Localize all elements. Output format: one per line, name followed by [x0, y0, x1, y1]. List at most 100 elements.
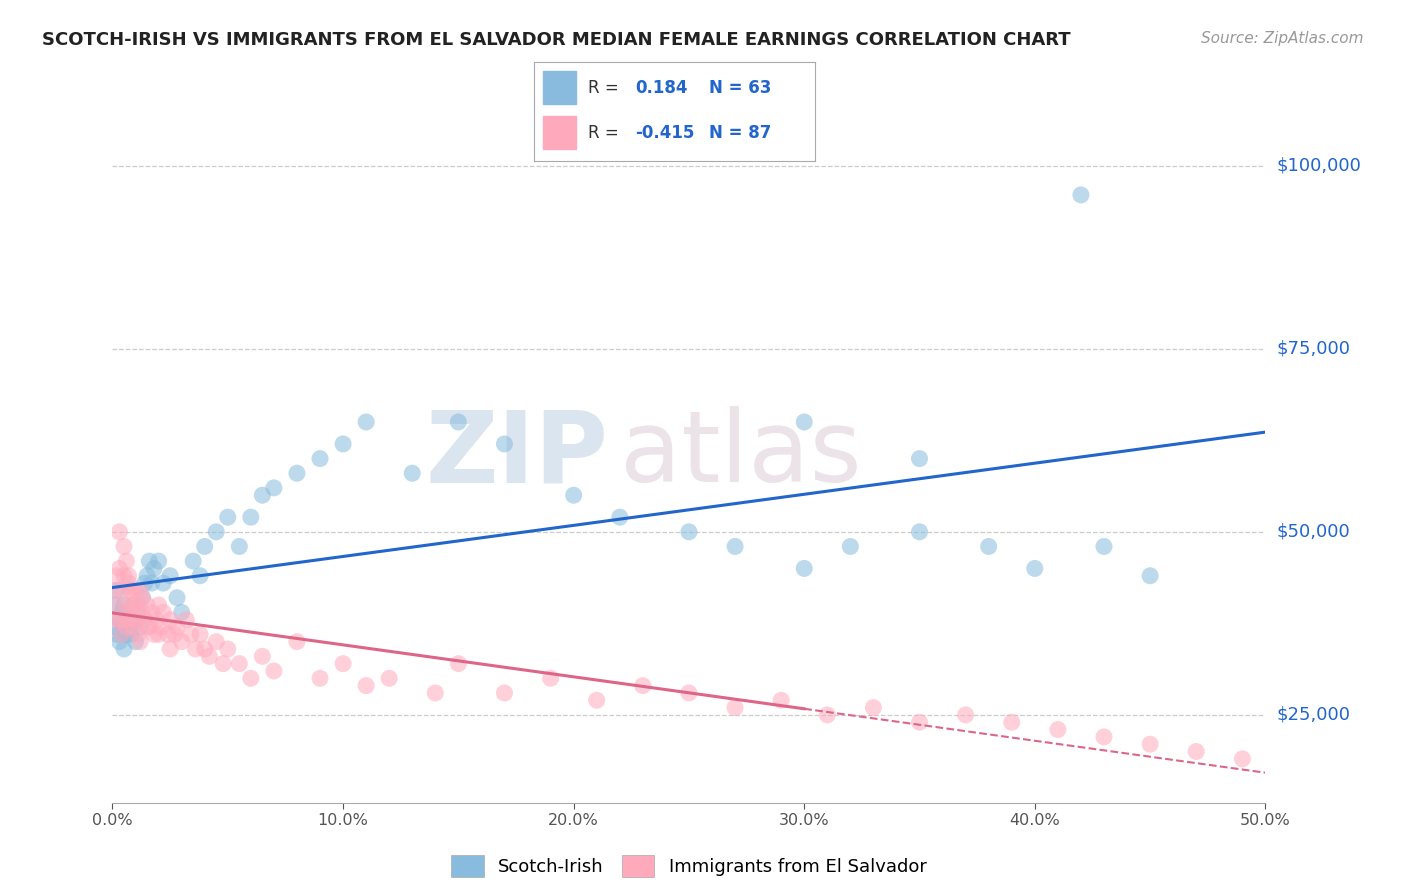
Point: [124, 634, 146, 648]
Point: [494, 686, 516, 700]
Point: [263, 481, 285, 495]
Point: [104, 583, 127, 598]
Point: [105, 583, 128, 598]
Point: [149, 620, 172, 634]
Point: [166, 591, 188, 605]
Point: [585, 693, 607, 707]
Point: [285, 467, 308, 481]
Point: [631, 679, 654, 693]
Point: [131, 606, 153, 620]
Point: [134, 576, 156, 591]
Point: [112, 620, 135, 634]
Point: [112, 613, 135, 627]
Point: [105, 627, 128, 641]
Point: [138, 554, 160, 568]
Point: [332, 437, 354, 451]
Point: [115, 554, 138, 568]
Point: [156, 627, 179, 641]
Text: N = 63: N = 63: [709, 79, 770, 97]
Point: [1092, 540, 1115, 554]
Point: [793, 561, 815, 575]
Point: [1070, 188, 1092, 202]
Point: [104, 598, 127, 612]
Text: $25,000: $25,000: [1277, 706, 1351, 724]
Point: [136, 620, 159, 634]
Point: [354, 415, 377, 429]
Point: [159, 613, 181, 627]
Point: [152, 606, 174, 620]
Point: [180, 627, 202, 641]
Point: [145, 613, 167, 627]
Point: [122, 620, 145, 634]
Point: [117, 576, 139, 591]
Point: [354, 679, 377, 693]
Point: [148, 598, 170, 612]
Point: [908, 451, 931, 466]
Point: [263, 664, 285, 678]
Point: [1092, 730, 1115, 744]
Point: [228, 657, 250, 671]
Point: [131, 591, 153, 605]
Point: [1232, 752, 1254, 766]
Point: [136, 598, 159, 612]
Point: [112, 540, 135, 554]
Point: [138, 620, 160, 634]
Point: [194, 642, 217, 657]
Point: [309, 451, 332, 466]
Point: [198, 649, 221, 664]
Bar: [543, 71, 576, 103]
Point: [724, 700, 747, 714]
Point: [141, 576, 163, 591]
Point: [217, 510, 239, 524]
Point: [163, 627, 186, 641]
Text: Source: ZipAtlas.com: Source: ZipAtlas.com: [1201, 31, 1364, 46]
Point: [228, 540, 250, 554]
Text: N = 87: N = 87: [709, 124, 770, 142]
Point: [955, 707, 977, 722]
Point: [115, 598, 138, 612]
Text: atlas: atlas: [620, 407, 862, 503]
Point: [977, 540, 1000, 554]
Point: [908, 715, 931, 730]
Point: [115, 613, 138, 627]
Point: [122, 598, 145, 612]
Text: $100,000: $100,000: [1277, 157, 1362, 175]
Point: [124, 613, 146, 627]
Point: [141, 606, 163, 620]
Point: [425, 686, 447, 700]
Point: [166, 620, 188, 634]
Point: [117, 620, 139, 634]
Point: [112, 598, 135, 612]
Point: [181, 554, 204, 568]
Point: [839, 540, 862, 554]
Point: [378, 671, 401, 685]
Point: [143, 561, 166, 575]
Point: [494, 437, 516, 451]
Point: [793, 415, 815, 429]
Point: [127, 627, 149, 641]
Point: [117, 568, 139, 582]
Point: [1024, 561, 1046, 575]
Point: [770, 693, 793, 707]
Point: [1046, 723, 1069, 737]
Point: [205, 634, 228, 648]
Point: [862, 700, 884, 714]
Point: [447, 657, 470, 671]
Text: $50,000: $50,000: [1277, 523, 1351, 541]
Point: [678, 686, 700, 700]
Text: ZIP: ZIP: [426, 407, 609, 503]
Text: 0.184: 0.184: [636, 79, 688, 97]
Point: [148, 554, 170, 568]
Point: [184, 642, 207, 657]
Point: [124, 613, 146, 627]
Point: [724, 540, 747, 554]
Point: [108, 613, 131, 627]
Point: [309, 671, 332, 685]
Point: [252, 649, 274, 664]
Point: [104, 613, 127, 627]
Point: [540, 671, 562, 685]
Point: [252, 488, 274, 502]
Point: [143, 627, 166, 641]
Point: [1185, 745, 1208, 759]
Point: [148, 627, 170, 641]
